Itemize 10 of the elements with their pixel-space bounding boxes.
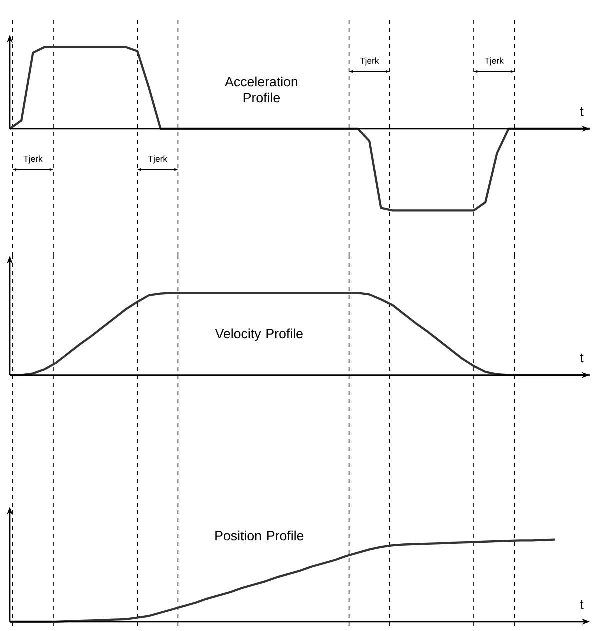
x-axis-title: t [580, 600, 584, 610]
chart-title: Position Profile [216, 530, 304, 541]
annotation: Tjerk [360, 58, 380, 66]
annotation: Tjerk [148, 156, 168, 164]
annotation: Tjerk [484, 58, 504, 66]
x-axis-title: t [580, 108, 584, 116]
text: Acceleration Profile [225, 76, 298, 103]
x-axis-title: t [580, 354, 584, 363]
annotation: Tjerk [24, 156, 43, 164]
text: Velocity Profile [215, 328, 303, 342]
